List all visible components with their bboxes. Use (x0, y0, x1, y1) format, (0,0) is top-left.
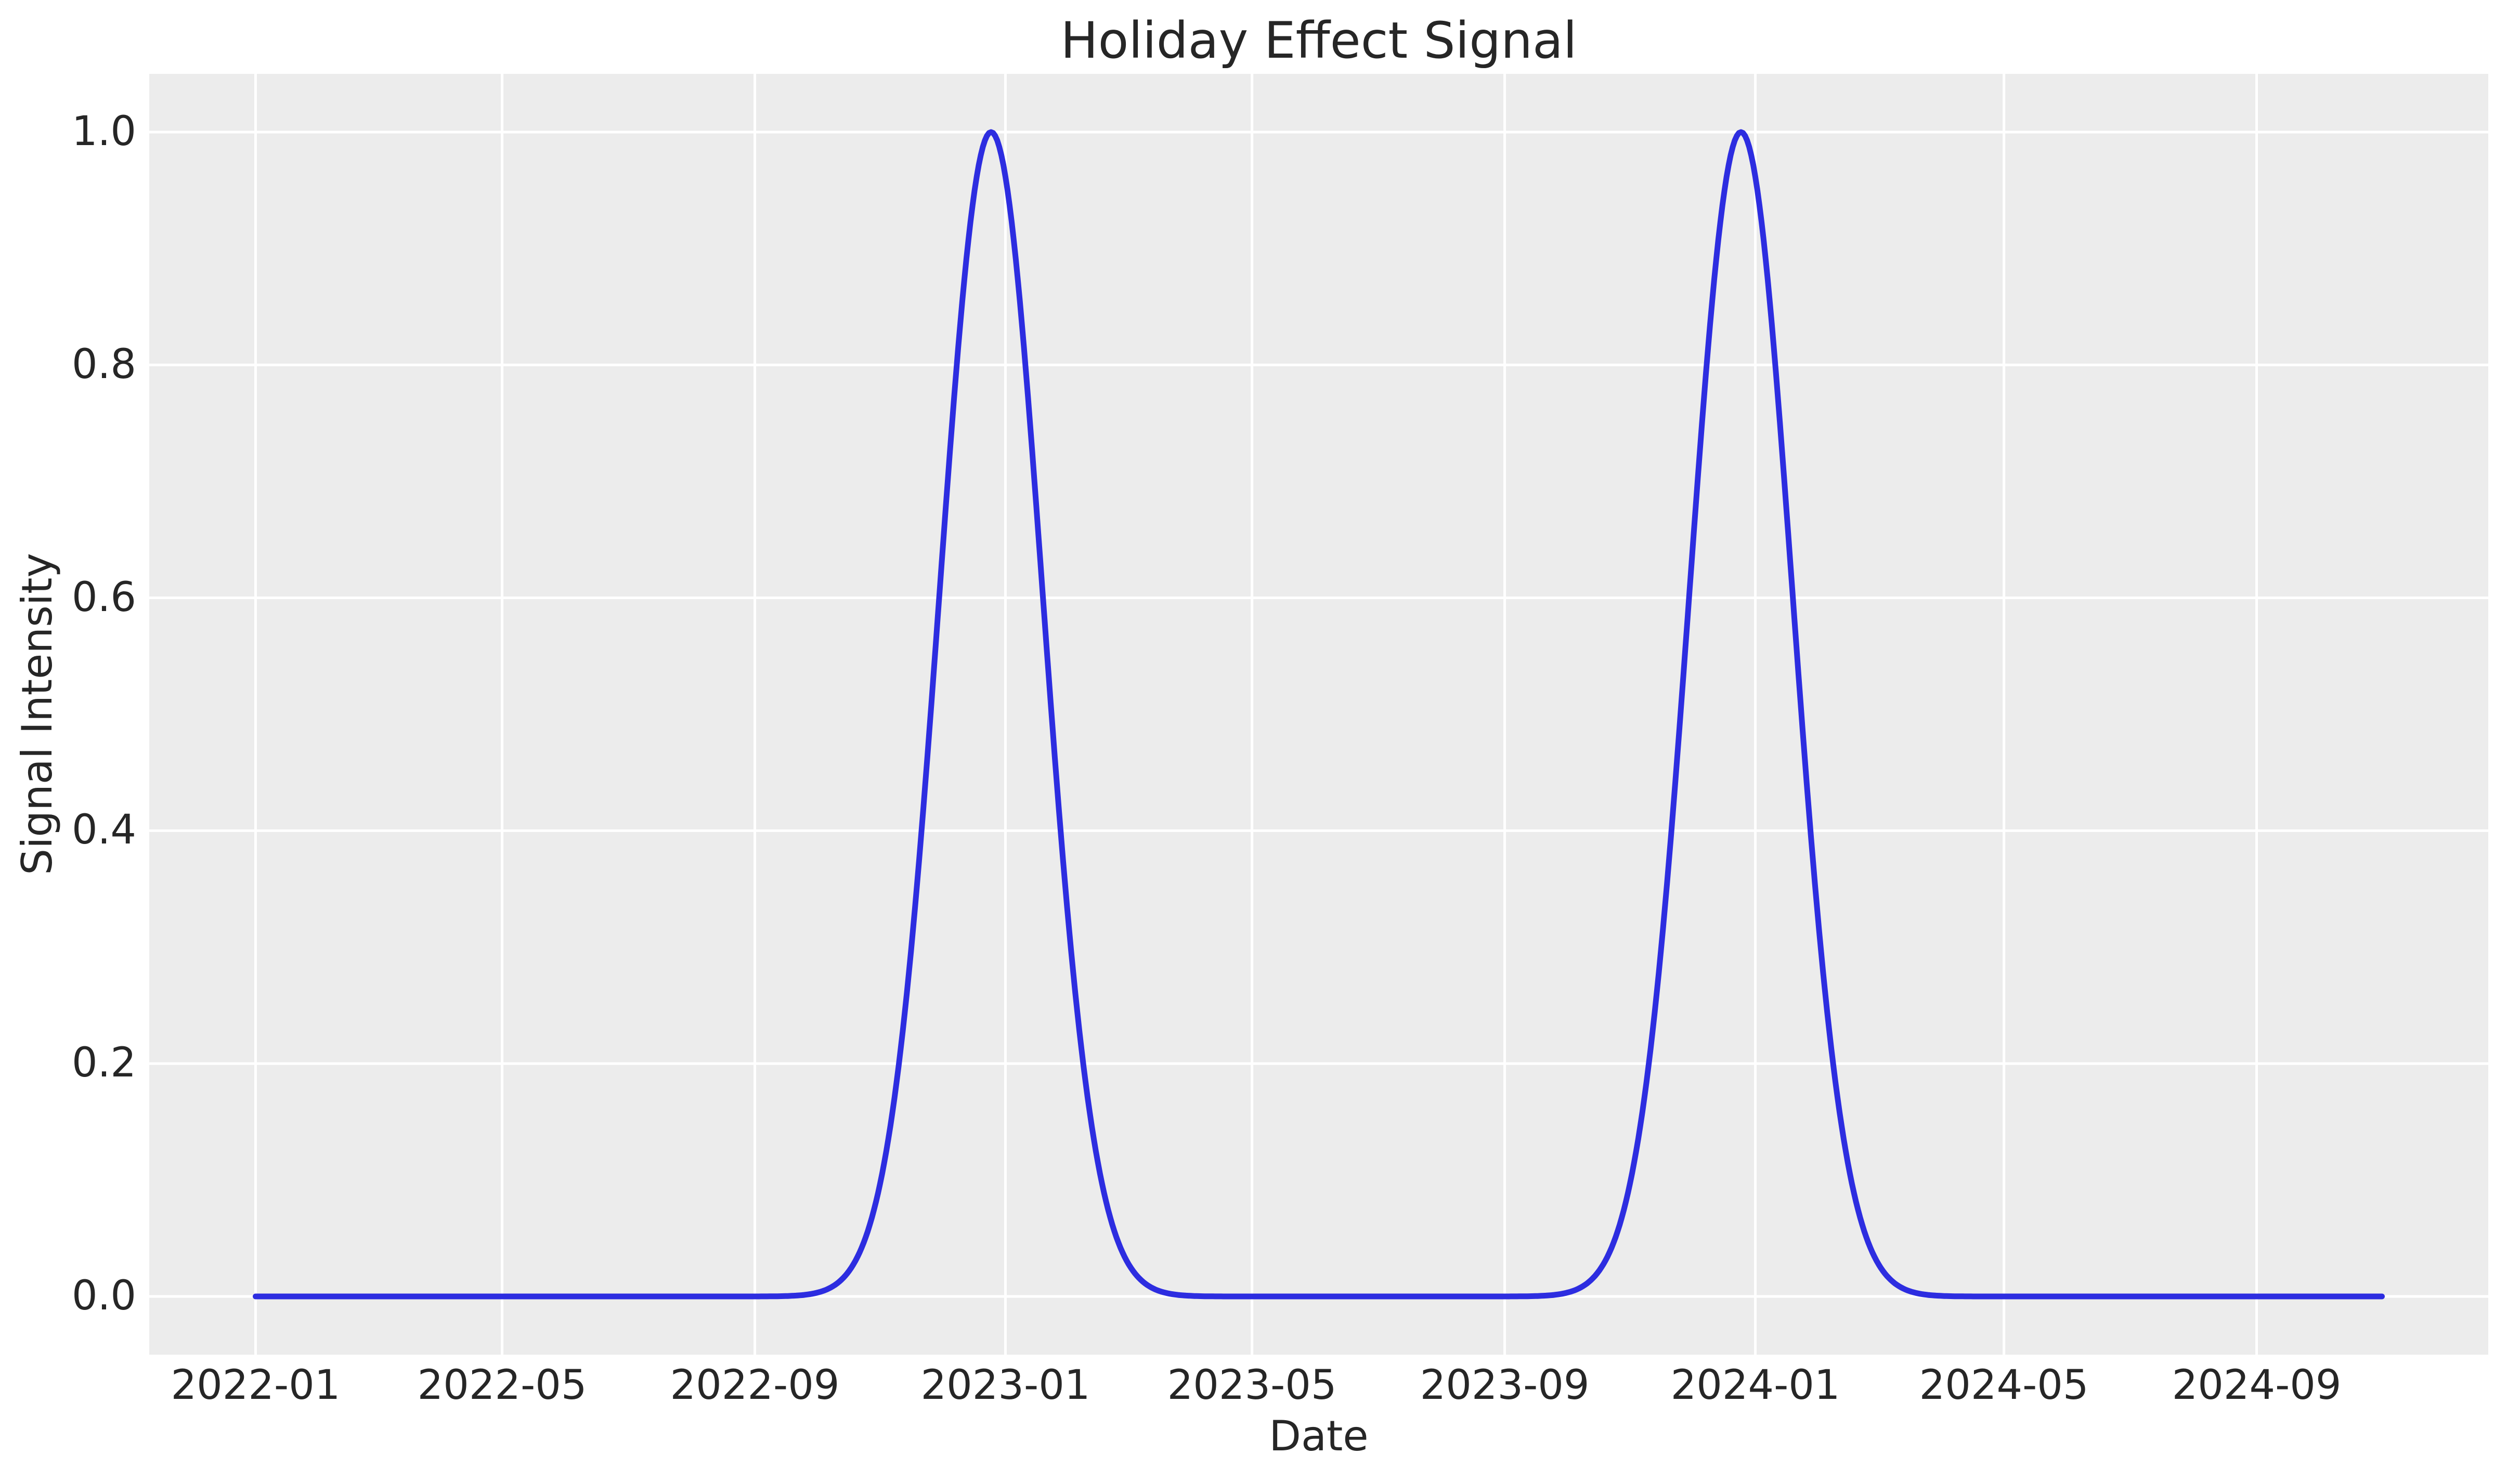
x-tick-label: 2023-05 (1167, 1362, 1337, 1409)
x-tick-label: 2022-01 (171, 1362, 341, 1409)
y-tick-label: 0.6 (71, 574, 136, 621)
plot-area (149, 74, 2488, 1355)
x-axis-label: Date (1269, 1412, 1369, 1460)
chart-title: Holiday Effect Signal (1060, 11, 1577, 70)
x-tick-label: 2022-09 (670, 1362, 840, 1409)
x-tick-label: 2024-05 (1919, 1362, 2089, 1409)
x-tick-label: 2024-01 (1670, 1362, 1840, 1409)
y-tick-label: 0.0 (71, 1273, 136, 1320)
x-tick-label: 2022-05 (417, 1362, 587, 1409)
x-tick-label: 2023-01 (920, 1362, 1090, 1409)
y-tick-label: 1.0 (71, 108, 136, 155)
x-tick-label: 2024-09 (2172, 1362, 2342, 1409)
y-tick-label: 0.4 (71, 807, 136, 854)
y-tick-label: 0.2 (71, 1040, 136, 1087)
x-tick-label: 2023-09 (1420, 1362, 1590, 1409)
signal-line (253, 129, 2385, 1300)
y-tick-label: 0.8 (71, 341, 136, 388)
